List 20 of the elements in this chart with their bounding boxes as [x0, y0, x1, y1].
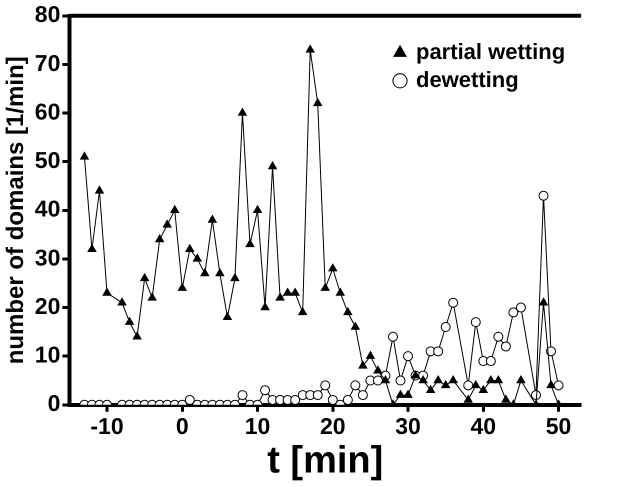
- y-tick-label: 30: [34, 244, 60, 270]
- x-tick-label: 30: [395, 412, 421, 439]
- legend-label: partial wetting: [416, 38, 566, 64]
- y-tick-label: 60: [34, 98, 60, 124]
- y-tick-label: 0: [48, 390, 60, 416]
- y-tick-label: 40: [34, 196, 60, 222]
- x-tick-label: 0: [176, 412, 189, 439]
- x-tick-label: 10: [244, 412, 270, 439]
- y-tick-label: 70: [34, 50, 60, 76]
- y-tick-label: 20: [34, 292, 60, 319]
- legend-label: dewetting: [416, 66, 519, 92]
- y-tick-label: 50: [34, 147, 60, 174]
- x-tick-label: 50: [546, 412, 572, 439]
- y-tick-label: 80: [34, 1, 60, 28]
- y-axis-title: number of domains [1/min]: [2, 56, 30, 364]
- x-axis-title: t [min]: [267, 440, 384, 482]
- y-tick-label: 10: [34, 342, 60, 368]
- x-tick-label: -10: [90, 412, 124, 439]
- x-tick-label: 40: [470, 412, 496, 439]
- x-tick-label: 20: [320, 412, 346, 439]
